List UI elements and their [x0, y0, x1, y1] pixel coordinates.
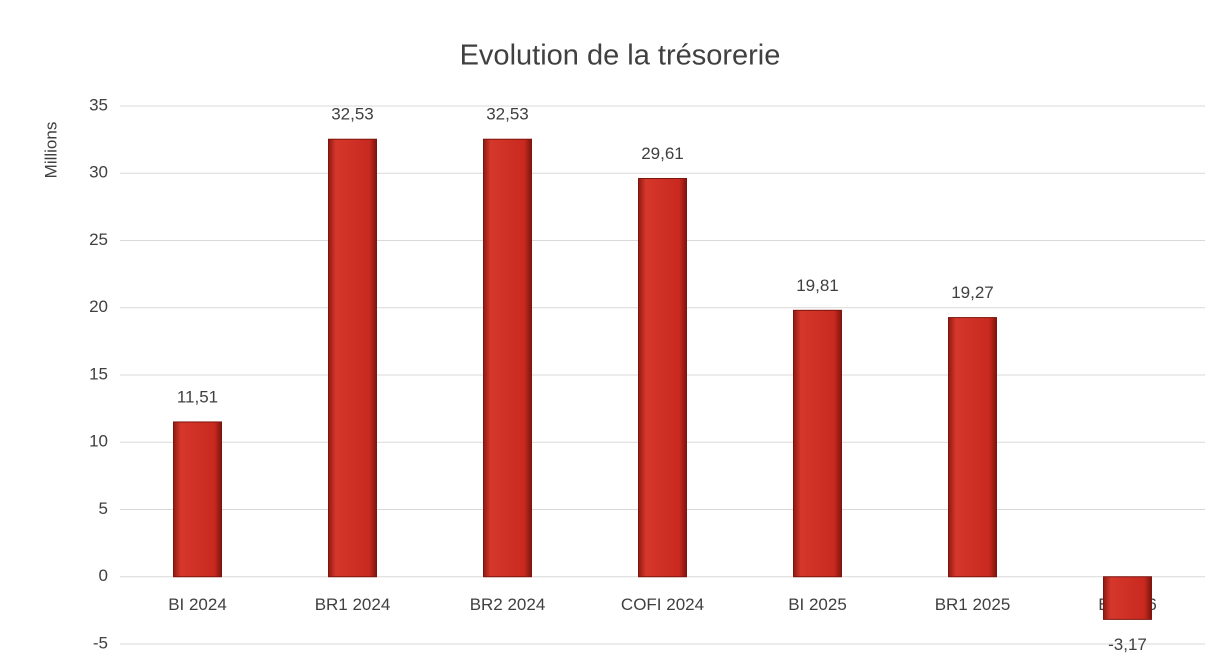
y-tick-label: 15 — [89, 364, 108, 383]
y-tick-label: 10 — [89, 432, 108, 451]
data-label: 32,53 — [486, 105, 529, 124]
y-tick-label: 0 — [99, 566, 108, 585]
data-label: 19,81 — [796, 276, 839, 295]
data-label: -3,17 — [1108, 635, 1147, 654]
y-tick-label: 5 — [99, 499, 108, 518]
y-tick-label: 25 — [89, 230, 108, 249]
bar — [483, 138, 532, 578]
x-tick-label: BI 2025 — [788, 595, 847, 614]
y-tick-label: -5 — [93, 633, 108, 652]
bar — [948, 317, 997, 578]
x-tick-label: BR1 2024 — [315, 595, 391, 614]
y-tick-label: 30 — [89, 163, 108, 182]
bar — [328, 138, 377, 578]
x-tick-label: BR2 2024 — [470, 595, 546, 614]
x-tick-label: BR1 2025 — [935, 595, 1011, 614]
bar — [638, 177, 687, 578]
x-tick-label: COFI 2024 — [621, 595, 704, 614]
data-label: 29,61 — [641, 144, 684, 163]
bar — [793, 309, 842, 578]
y-axis-label: Millions — [41, 122, 60, 179]
data-label: 19,27 — [951, 283, 994, 302]
y-tick-label: 20 — [89, 297, 108, 316]
x-tick-label: BI 2024 — [168, 595, 227, 614]
bar — [1103, 576, 1152, 620]
bar — [173, 421, 222, 578]
data-label: 32,53 — [331, 105, 374, 124]
chart-title: Evolution de la trésorerie — [460, 40, 781, 72]
y-tick-label: 35 — [89, 95, 108, 114]
data-label: 11,51 — [177, 387, 218, 406]
